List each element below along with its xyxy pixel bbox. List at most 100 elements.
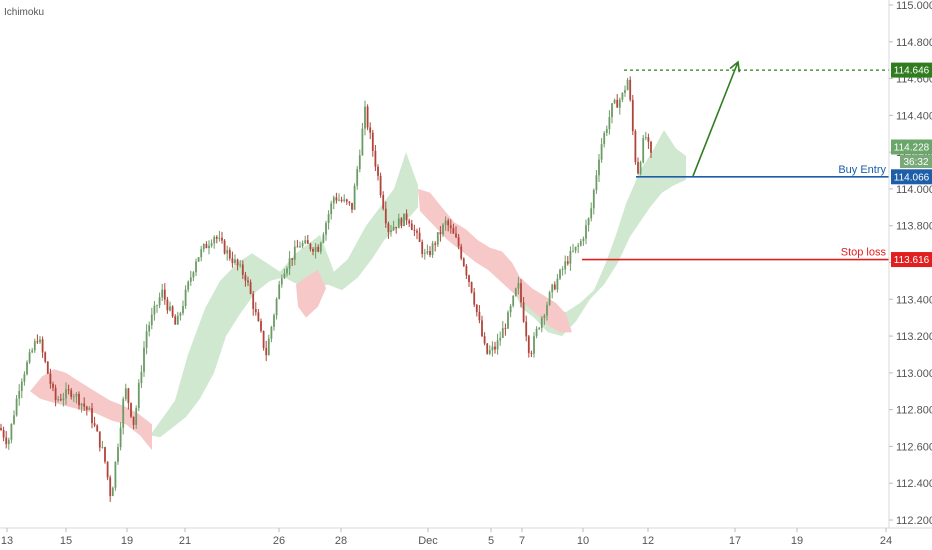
x-tick-label: 7 xyxy=(519,535,525,547)
candle xyxy=(275,297,278,320)
candle xyxy=(182,300,184,316)
candle xyxy=(280,274,283,288)
candle xyxy=(340,196,343,203)
candle xyxy=(543,313,546,325)
candle xyxy=(403,213,405,227)
candle xyxy=(161,283,164,302)
x-tick-label: 19 xyxy=(791,535,803,547)
stop-loss-label: Stop loss xyxy=(841,247,887,259)
candle xyxy=(317,244,320,253)
x-tick-label: 5 xyxy=(488,535,494,547)
candle xyxy=(579,238,582,247)
candle xyxy=(124,383,127,402)
candle xyxy=(39,335,41,344)
candle xyxy=(538,327,541,331)
candle xyxy=(247,276,249,287)
candle xyxy=(205,241,208,249)
candle xyxy=(418,227,421,243)
candle xyxy=(171,305,174,318)
buy-entry-price-tag: 114.066 xyxy=(891,169,932,185)
x-tick-label: Dec xyxy=(418,535,438,547)
candle xyxy=(460,243,463,261)
candle xyxy=(163,283,166,305)
candle xyxy=(150,307,153,330)
candle xyxy=(590,202,593,222)
candle xyxy=(293,240,296,266)
y-tick-label: 115.000 xyxy=(896,0,932,12)
candle xyxy=(46,360,49,375)
candle xyxy=(213,235,216,249)
candle xyxy=(140,365,143,388)
candle xyxy=(491,341,494,357)
x-tick-label: 19 xyxy=(121,535,133,547)
candle xyxy=(465,263,468,279)
y-tick-label: 114.800 xyxy=(896,37,932,49)
candle xyxy=(481,315,483,338)
candle xyxy=(210,239,213,248)
candle xyxy=(592,188,595,215)
candle xyxy=(400,217,403,229)
candle xyxy=(577,242,580,254)
candle xyxy=(70,387,73,400)
candle xyxy=(325,220,327,241)
candle xyxy=(598,153,600,183)
candle xyxy=(551,283,554,299)
candle xyxy=(613,98,616,105)
candle xyxy=(595,170,598,194)
candle xyxy=(642,134,645,164)
candle xyxy=(587,217,590,232)
candle xyxy=(291,258,294,266)
candle xyxy=(364,100,366,136)
candle xyxy=(176,311,179,325)
candle xyxy=(525,315,528,342)
candle xyxy=(260,318,262,333)
candle xyxy=(223,239,226,255)
candle xyxy=(634,129,637,165)
candle xyxy=(130,402,132,419)
candle xyxy=(572,243,574,253)
candle xyxy=(189,270,192,286)
candle xyxy=(15,394,18,417)
candle xyxy=(390,225,392,237)
candle xyxy=(98,431,101,452)
candle xyxy=(306,235,309,244)
candle xyxy=(423,248,426,260)
candle xyxy=(106,461,109,481)
candle xyxy=(618,97,621,115)
candle xyxy=(312,247,314,256)
candle xyxy=(369,122,372,140)
candle xyxy=(226,245,229,261)
candle xyxy=(569,246,572,271)
candle xyxy=(2,426,5,442)
candle xyxy=(41,336,44,358)
candle xyxy=(104,446,106,464)
candle xyxy=(553,281,556,291)
candle xyxy=(392,220,395,232)
candle xyxy=(439,226,442,242)
candle xyxy=(85,405,88,416)
candle xyxy=(413,224,416,236)
candle xyxy=(600,138,603,163)
candle xyxy=(109,475,112,502)
candle xyxy=(387,221,390,239)
cloud-bullish-1 xyxy=(516,130,686,337)
x-tick-label: 12 xyxy=(642,535,654,547)
candle xyxy=(457,234,460,250)
x-tick-label: 28 xyxy=(335,535,347,547)
candle xyxy=(31,347,34,354)
candle xyxy=(486,343,489,355)
candle xyxy=(257,309,260,322)
candle xyxy=(514,287,517,297)
candle xyxy=(28,348,31,364)
candle xyxy=(184,285,187,309)
candle xyxy=(507,310,509,329)
candle xyxy=(637,157,639,175)
candle xyxy=(330,200,333,220)
candle xyxy=(647,133,650,149)
candle xyxy=(262,330,265,351)
candle xyxy=(504,323,507,336)
candle xyxy=(301,240,304,249)
candle xyxy=(517,277,520,295)
